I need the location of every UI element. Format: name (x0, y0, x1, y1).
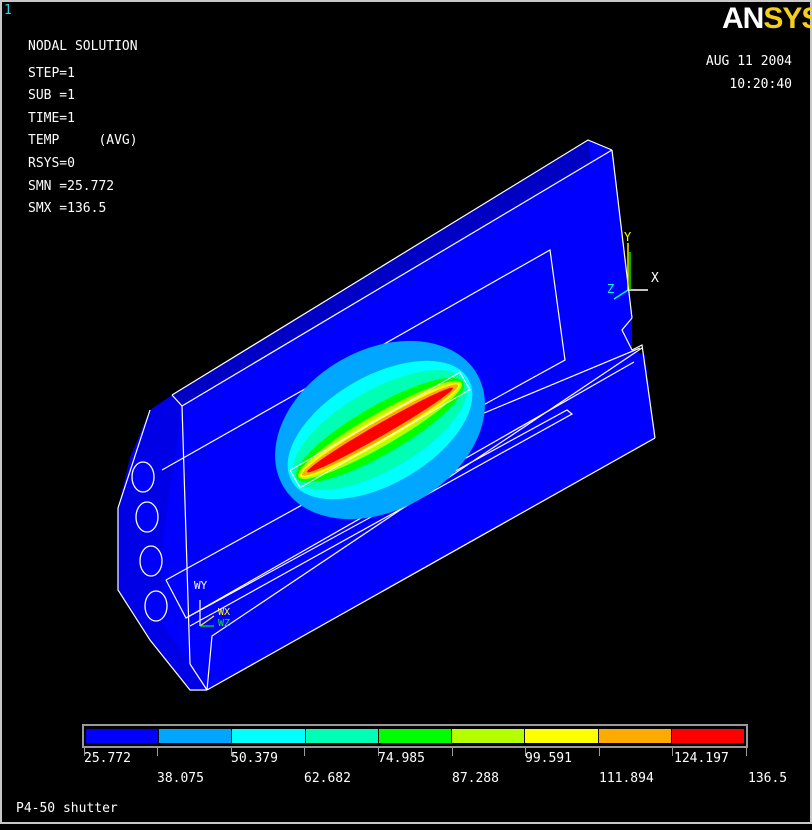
result-title: NODAL SOLUTION (28, 39, 138, 54)
legend-color-band (305, 729, 379, 743)
work-plane-triad (199, 600, 215, 627)
model-title: P4-50 shutter (16, 801, 118, 816)
legend-color-band (159, 729, 233, 743)
legend-tick (525, 746, 526, 756)
legend-label: 25.772 (84, 751, 131, 766)
legend-label: 62.682 (304, 771, 351, 786)
info-step: STEP=1 (28, 65, 75, 81)
info-rsys: RSYS=0 (28, 155, 75, 171)
result-info-panel: NODAL SOLUTION STEP=1 SUB =1 TIME=1 TEMP… (28, 38, 138, 221)
ansys-logo: ANSYS (722, 2, 812, 35)
axis-triad (613, 243, 648, 300)
legend-tick (157, 746, 158, 756)
legend-label: 87.288 (452, 771, 499, 786)
axis-x-label: X (651, 271, 659, 286)
date-stamp: AUG 11 2004 (705, 54, 792, 69)
info-sub: SUB =1 (28, 88, 75, 104)
legend-tick (746, 746, 747, 756)
legend-tick (231, 746, 232, 756)
legend-color-band (525, 729, 599, 743)
temperature-contour (275, 340, 485, 520)
info-time: TIME=1 (28, 110, 75, 126)
legend-color-band (86, 729, 160, 743)
info-temp: TEMP (AVG) (28, 133, 138, 149)
legend-label: 38.075 (157, 771, 204, 786)
legend-label: 111.894 (599, 771, 654, 786)
legend-tick (304, 746, 305, 756)
work-plane-wy-label: WY (194, 579, 208, 592)
axis-y-label: Y (624, 230, 632, 244)
legend-label: 74.985 (378, 751, 425, 766)
work-plane-wz-label: WZ (218, 618, 231, 629)
legend-color-band (378, 729, 453, 743)
legend-tick (378, 746, 379, 756)
legend-color-band (598, 729, 672, 743)
legend-label: 136.5 (748, 771, 788, 786)
model-holes (131, 461, 168, 622)
legend-tick (672, 746, 673, 756)
legend-color-band (452, 729, 526, 743)
model-top-face (172, 140, 612, 406)
legend-color-band (232, 729, 306, 743)
legend-label: 124.197 (674, 751, 729, 766)
axis-z-label: Z (607, 282, 615, 296)
legend-label: 99.591 (525, 751, 572, 766)
work-plane-wx-label: WX (218, 607, 231, 618)
legend-tick (84, 746, 85, 756)
info-smx: SMX =136.5 (28, 201, 107, 217)
window-number: 1 (4, 3, 12, 18)
legend-label: 50.379 (231, 751, 278, 766)
legend-tick (599, 746, 600, 756)
time-stamp: 10:20:40 (729, 77, 792, 92)
info-smn: SMN =25.772 (28, 178, 115, 194)
contour-legend-bar (82, 724, 748, 748)
legend-color-band (671, 729, 744, 743)
legend-tick (452, 746, 453, 756)
